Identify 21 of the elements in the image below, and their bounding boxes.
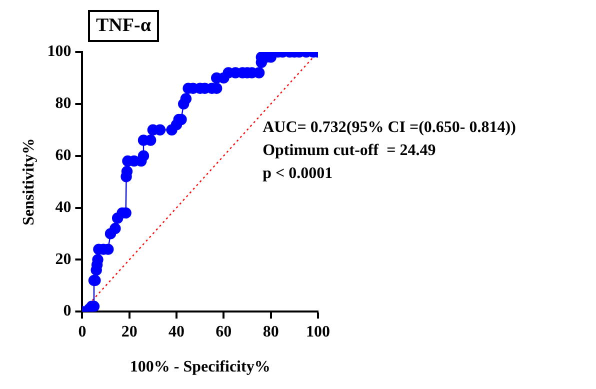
y-tick-label: 20: [55, 250, 72, 268]
x-tick-label: 80: [262, 323, 279, 340]
point: [180, 93, 192, 104]
point: [110, 222, 121, 234]
y-tick-label: 100: [47, 43, 72, 60]
y-axis-title: Sensitivity%: [20, 138, 38, 226]
point: [138, 150, 150, 162]
chart-title: TNF-α: [88, 10, 159, 42]
x-tick-label: 60: [216, 323, 232, 340]
x-tick-label: 20: [121, 323, 138, 340]
annotation: p < 0.0001: [262, 165, 333, 182]
y-tick-label: 60: [55, 146, 72, 164]
y-tick-label: 0: [63, 302, 72, 320]
annotation: AUC= 0.732(95% CI =(0.650- 0.814)): [262, 119, 516, 136]
x-tick-label: 100: [306, 323, 330, 340]
x-tick-label: 0: [78, 323, 86, 340]
annotation: Optimum cut-off = 24.49: [262, 142, 436, 160]
y-tick-label: 40: [55, 198, 72, 216]
x-tick-label: 40: [168, 323, 185, 340]
y-tick-label: 80: [55, 95, 72, 112]
x-axis-title: 100% - Specificity%: [130, 358, 270, 376]
